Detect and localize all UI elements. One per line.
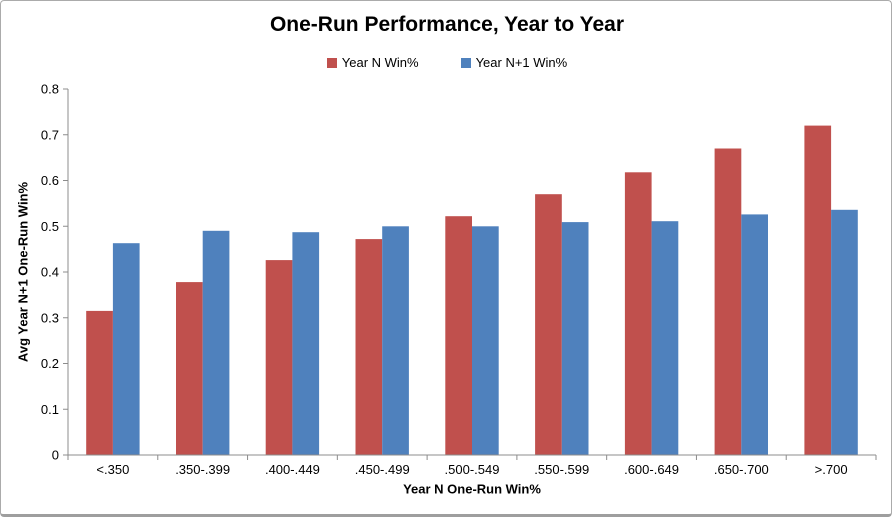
x-tick-label: .450-.499	[355, 462, 410, 477]
bar-year-n-1-win	[741, 214, 768, 455]
legend-label-year-n1: Year N+1 Win%	[475, 55, 568, 70]
y-tick-label: 0.1	[41, 402, 59, 417]
y-tick-label: 0.5	[41, 219, 59, 234]
y-tick-label: 0.6	[41, 173, 59, 188]
y-tick-label: 0.8	[41, 82, 59, 97]
y-tick-label: 0.2	[41, 356, 59, 371]
bar-year-n-1-win	[112, 243, 140, 455]
bar-year-n-1-win	[202, 230, 230, 455]
x-tick-label: .500-.549	[445, 462, 500, 477]
legend-item-year-n1: Year N+1 Win%	[460, 55, 568, 70]
x-tick-label: <.350	[96, 462, 129, 477]
bar-year-n-win	[714, 148, 742, 455]
bar-year-n-1-win	[472, 226, 499, 456]
bar-year-n-1-win	[831, 209, 858, 455]
legend-swatch-year-n	[326, 57, 337, 68]
bar-year-n-1-win	[561, 222, 589, 455]
bar-year-n-win	[265, 260, 293, 455]
bar-year-n-win	[445, 216, 472, 455]
x-tick-label: >.700	[815, 462, 848, 477]
x-axis-title: Year N One-Run Win%	[403, 481, 541, 497]
bar-year-n-win	[176, 282, 203, 455]
x-tick-label: .400-.449	[265, 462, 320, 477]
bar-year-n-1-win	[292, 232, 320, 455]
legend-swatch-year-n1	[460, 57, 471, 68]
legend: Year N Win% Year N+1 Win%	[1, 55, 891, 70]
bar-year-n-1-win	[651, 221, 679, 455]
bar-year-n-1-win	[382, 226, 409, 456]
legend-label-year-n: Year N Win%	[341, 55, 419, 70]
legend-item-year-n: Year N Win%	[326, 55, 419, 70]
chart-title: One-Run Performance, Year to Year	[269, 13, 625, 36]
x-tick-label: .600-.649	[624, 462, 679, 477]
bar-year-n-win	[624, 172, 652, 456]
x-tick-label: .550-.599	[534, 462, 589, 477]
x-tick-label: .350-.399	[175, 462, 230, 477]
bar-year-n-win	[535, 194, 562, 455]
bar-year-n-win	[355, 239, 383, 455]
x-tick-label: .650-.700	[714, 462, 769, 477]
y-tick-label: 0.7	[41, 127, 59, 142]
bar-year-n-win	[86, 310, 113, 455]
y-tick-label: 0.4	[41, 265, 59, 280]
y-tick-label: 0	[52, 448, 59, 463]
y-tick-label: 0.3	[41, 310, 59, 325]
bar-year-n-win	[804, 125, 832, 455]
